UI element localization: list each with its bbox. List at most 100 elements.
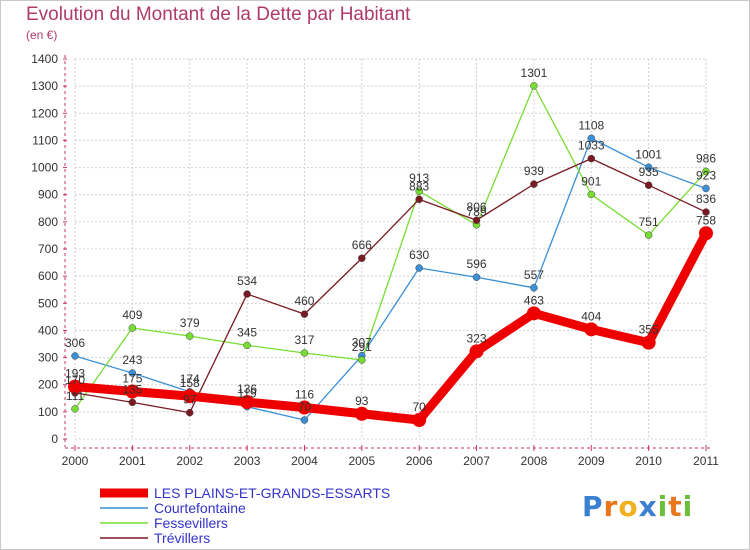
legend-entry: Courtefontaine [154,500,246,516]
data-label: 806 [467,200,487,214]
data-label: 97 [183,393,197,407]
logo-letter: P [582,490,604,523]
x-tick-label: 2001 [119,454,146,468]
y-tick-label: 900 [38,188,58,202]
series-point [469,344,484,359]
series-point [68,379,82,394]
series-point [587,154,596,163]
series-line [74,157,707,414]
series-point [128,369,137,377]
x-tick-label: 2002 [176,454,203,468]
x-tick-label: 2006 [406,454,433,468]
logo-letter: r [603,490,619,523]
series-point [644,163,653,172]
grid [74,58,707,440]
y-tick-labels: 0 100 200 300 400 500 600 700 800 900 1000 1100 1200… [31,52,58,446]
series-point [297,400,312,415]
series-point [699,226,713,241]
data-label: 913 [409,171,429,185]
y-tick-label: 1400 [31,52,58,66]
data-label: 463 [524,293,544,307]
series-point [128,398,137,407]
data-label: 116 [295,388,314,402]
proxiti-logo: Proxiti [582,490,693,523]
y-tick-label: 100 [38,405,58,419]
series-point [71,352,79,360]
series-point [641,335,656,350]
data-label: 291 [352,340,372,354]
series-point [526,306,541,321]
data-label: 379 [180,316,200,330]
logo-letter: t [668,490,683,523]
x-tick-label: 2003 [234,454,261,468]
series-point [530,180,538,188]
y-tick-label: 1200 [31,106,58,120]
data-label: 170 [65,373,85,387]
data-label: 158 [180,376,200,390]
x-tick-labels: 2000 2001 2002 2003 2004 2005 2006 2007 2008 2009… [62,454,720,468]
y-tick-label: 800 [38,215,58,229]
data-label: 666 [352,238,372,252]
series-point [702,184,710,193]
series-point [530,82,538,90]
series-point [300,416,309,424]
data-label: 596 [467,257,487,271]
x-tick-label: 2010 [635,454,662,468]
data-label: 901 [581,174,601,188]
y-tick-label: 0 [51,432,58,446]
y-tick-label: 1100 [32,133,58,147]
data-label: 1033 [578,139,605,153]
series-point [412,413,427,427]
x-tick-label: 2004 [291,454,318,468]
series-point [415,187,423,195]
x-tick-label: 2011 [693,454,719,468]
data-label: 323 [467,331,487,345]
data-label: 751 [639,215,659,229]
x-tick-label: 2000 [62,454,89,468]
series-point [182,389,197,404]
data-label: 93 [355,394,369,408]
series-point [415,264,423,272]
data-label: 70 [298,400,312,414]
series-point [71,405,79,413]
x-tick-label: 2007 [463,454,490,468]
data-label: 317 [294,333,314,347]
y-tick-label: 1000 [31,161,58,175]
data-label: 135 [122,382,142,396]
y-tick-label: 200 [38,378,58,392]
series-point [584,322,599,337]
y-tick-label: 1300 [31,79,58,93]
data-label: 136 [237,382,257,396]
data-label: 307 [352,336,372,350]
series-point [128,324,137,332]
data-label: 986 [696,151,716,165]
series-point [472,216,481,224]
series-point [702,208,710,216]
data-label: 758 [696,213,716,227]
data-label: 409 [122,308,142,322]
x-tick-label: 2005 [348,454,375,468]
legend-entry: LES PLAINS-ET-GRANDS-ESSARTS [154,485,390,501]
data-label: 1001 [635,147,662,161]
series-line [74,85,707,410]
data-label: 935 [639,165,659,179]
logo-letter: i [682,490,694,523]
data-label: 789 [467,205,487,219]
data-label: 111 [66,389,85,403]
series-points [68,82,713,427]
data-label: 534 [237,274,257,288]
series-point [472,273,481,281]
series-line [74,137,707,421]
data-label: 939 [524,164,544,178]
legend-entry: Trévillers [154,530,210,546]
series-point [644,181,653,189]
data-label: 1108 [578,118,604,132]
logo-letter: x [638,490,658,523]
x-tick-label: 2009 [578,454,605,468]
data-label: 355 [639,323,659,337]
series-point [125,384,140,399]
x-tick-label: 2008 [521,454,548,468]
series-point [415,195,423,204]
series-point [358,356,366,364]
